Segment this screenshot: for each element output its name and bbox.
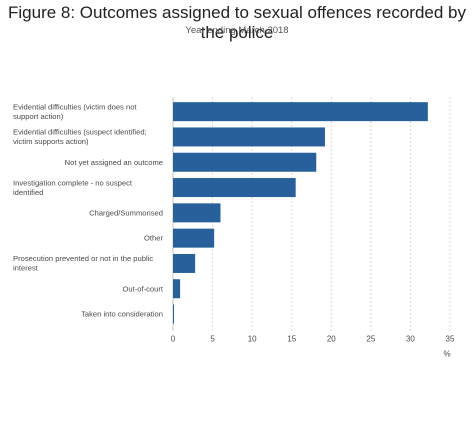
category-label: Out-of-court [122, 284, 163, 293]
x-tick-label: 35 [446, 335, 455, 344]
x-tick-label: 30 [406, 335, 415, 344]
chart-title: Figure 8: Outcomes assigned to sexual of… [8, 3, 466, 42]
bar-8 [173, 304, 174, 324]
category-label: Evidential difficulties (victim does not [13, 102, 137, 111]
bar-0 [173, 102, 428, 122]
x-axis-unit-label: % [443, 350, 450, 359]
category-label: Investigation complete - no suspect [13, 178, 133, 187]
category-label: identified [13, 188, 43, 197]
x-tick-label: 5 [210, 335, 215, 344]
chart-subtitle: Year ending March 2018 [185, 25, 289, 36]
category-label: support action) [13, 112, 64, 121]
category-label: Other [144, 234, 163, 243]
category-label: Evidential difficulties (suspect identif… [13, 128, 147, 137]
bar-2 [173, 152, 317, 172]
bar-7 [173, 279, 181, 299]
bar-1 [173, 127, 325, 147]
x-tick-label: 20 [327, 335, 336, 344]
x-tick-label: 10 [248, 335, 257, 344]
category-label: Charged/Summonsed [89, 208, 163, 217]
category-label: Not yet assigned an outcome [65, 158, 163, 167]
x-tick-label: 0 [171, 335, 176, 344]
x-tick-label: 15 [287, 335, 296, 344]
category-label: Taken into consideration [81, 310, 163, 319]
category-label: victim supports action) [13, 137, 89, 146]
bar-5 [173, 228, 215, 248]
x-tick-label: 25 [366, 335, 375, 344]
category-label: interest [13, 264, 39, 273]
bar-3 [173, 178, 296, 198]
category-label: Prosecution prevented or not in the publ… [13, 254, 153, 263]
bar-6 [173, 253, 196, 273]
bar-4 [173, 203, 221, 223]
